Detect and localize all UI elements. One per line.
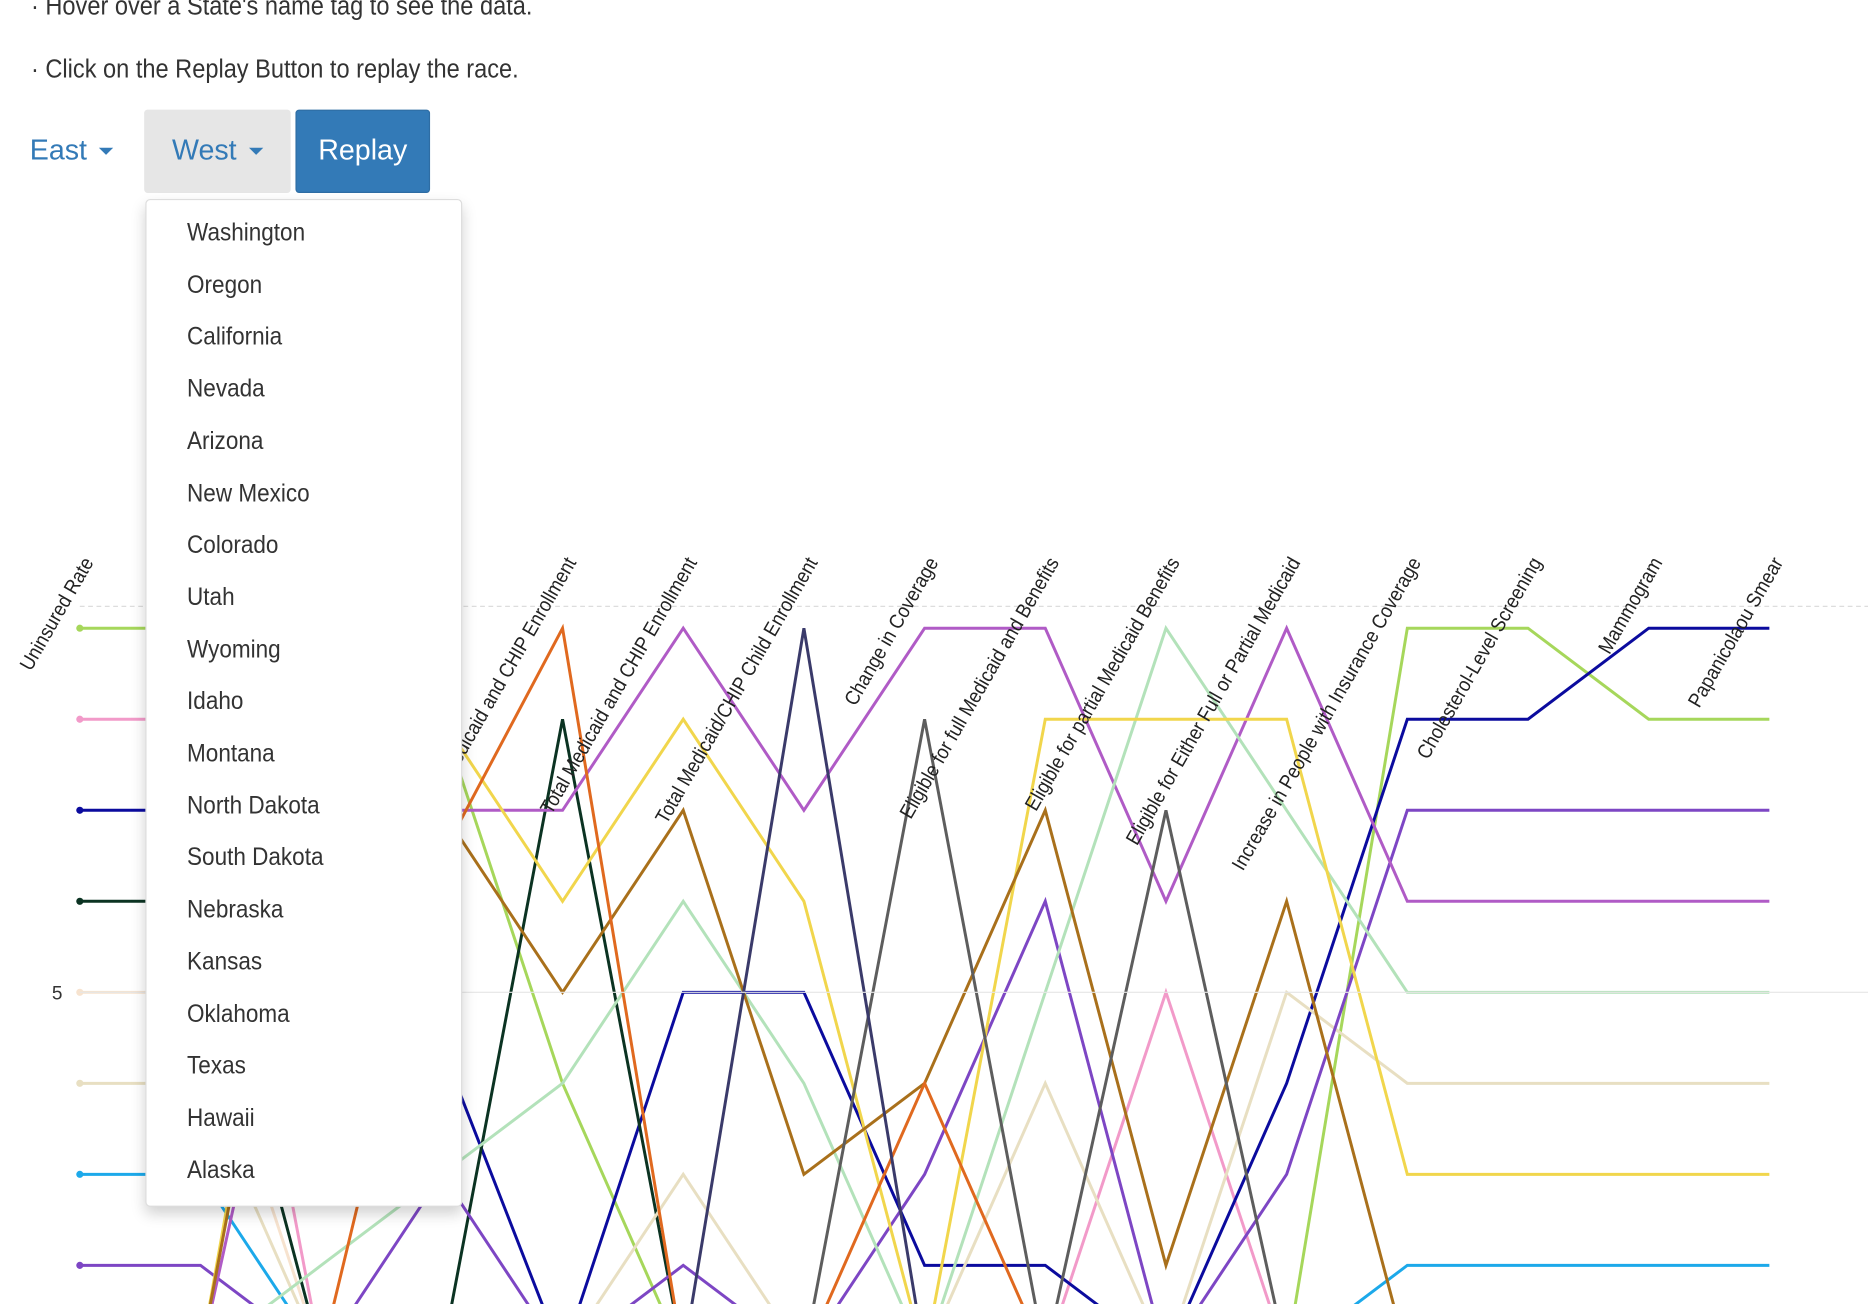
start-dot [76, 1261, 84, 1269]
start-dot [76, 897, 84, 905]
menu-item[interactable]: Oklahoma [187, 1000, 290, 1028]
caret [98, 147, 114, 155]
east-label: East [29, 134, 87, 167]
y-tick-label: 5 [52, 983, 63, 1004]
east-dropdown[interactable]: East [24, 110, 119, 193]
axis-label: Cholesterol-Level Screening [1413, 554, 1547, 763]
series-line [812, 718, 1277, 1304]
west-dropdown[interactable]: West [144, 109, 291, 193]
caret [248, 147, 263, 155]
instruction: · Hover over a State's name tag to see t… [30, 0, 533, 21]
menu-item[interactable]: Nebraska [187, 895, 284, 924]
series-line [79, 808, 1770, 1304]
menu-item[interactable]: Idaho [187, 687, 244, 716]
menu-item[interactable]: Arizona [187, 427, 264, 455]
start-dot [76, 624, 84, 632]
menu-item[interactable]: Hawaii [187, 1104, 255, 1132]
axis-label: Papanicolaou Smear [1685, 553, 1789, 711]
start-dot [76, 1079, 84, 1087]
start-dot [76, 1170, 84, 1178]
menu-item[interactable]: South Dakota [187, 843, 324, 872]
menu-item[interactable]: Montana [187, 739, 275, 768]
axis-label: Uninsured Rate [16, 554, 98, 675]
menu-item[interactable]: Alaska [187, 1156, 255, 1184]
series-line [79, 1172, 1770, 1304]
menu-item[interactable]: Wyoming [187, 635, 281, 664]
menu-item[interactable]: Texas [187, 1052, 246, 1080]
menu-item[interactable]: Oregon [187, 271, 263, 299]
menu-item[interactable]: New Mexico [187, 479, 310, 507]
menu-item[interactable]: Colorado [187, 531, 279, 559]
replay-button[interactable]: Replay [295, 109, 431, 193]
start-dot [76, 715, 84, 723]
menu-item[interactable]: Nevada [187, 375, 265, 403]
west-label: West [171, 134, 237, 167]
west-menu: Washington Oregon California Nevada Arizona N… [145, 198, 463, 1207]
menu-item[interactable]: Washington [187, 219, 306, 247]
start-dot [76, 806, 84, 814]
instruction: · Click on the Replay Button to replay t… [30, 53, 519, 84]
menu-item[interactable]: North Dakota [187, 791, 320, 820]
series-line [79, 989, 1770, 1304]
menu-item[interactable]: Utah [187, 583, 235, 612]
menu-item[interactable]: Kansas [187, 948, 263, 976]
axis-label: Change in Coverage [841, 554, 944, 710]
menu-item[interactable]: California [187, 323, 283, 351]
